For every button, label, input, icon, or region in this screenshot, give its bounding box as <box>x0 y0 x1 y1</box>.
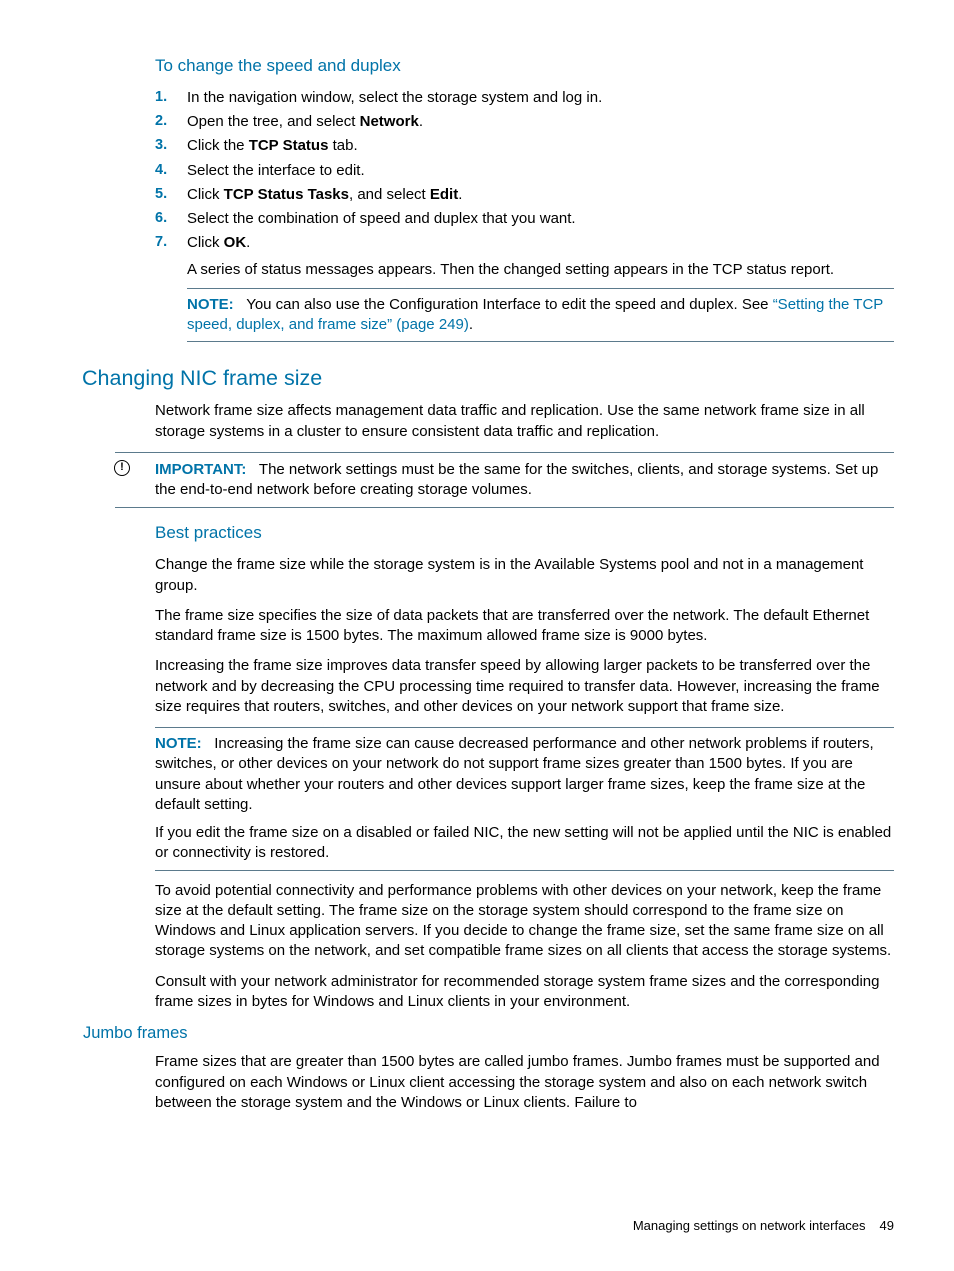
step-item: 4. Select the interface to edit. <box>155 161 894 181</box>
important-text: The network settings must be the same fo… <box>155 461 878 498</box>
note-text: If you edit the frame size on a disabled… <box>155 823 894 864</box>
heading-best-practices: Best practices <box>155 522 894 545</box>
page-footer: Managing settings on network interfaces 4… <box>633 1217 894 1235</box>
step-item: 7. Click OK. <box>155 233 894 253</box>
step-number: 5. <box>155 185 187 205</box>
step-text: Select the combination of speed and dupl… <box>187 209 894 229</box>
step-item: 5. Click TCP Status Tasks, and select Ed… <box>155 185 894 205</box>
steps-list: 1. In the navigation window, select the … <box>155 88 894 254</box>
body-paragraph: The frame size specifies the size of dat… <box>155 606 894 647</box>
step-item: 1. In the navigation window, select the … <box>155 88 894 108</box>
step-number: 2. <box>155 112 187 132</box>
step-number: 3. <box>155 136 187 156</box>
step-text: Open the tree, and select Network. <box>187 112 894 132</box>
step-item: 3. Click the TCP Status tab. <box>155 136 894 156</box>
note-label: NOTE: <box>187 296 234 313</box>
step-result-text: A series of status messages appears. The… <box>187 260 894 280</box>
heading-change-speed-duplex: To change the speed and duplex <box>155 55 894 78</box>
note-tail: . <box>469 316 473 333</box>
note-label: NOTE: <box>155 735 202 752</box>
heading-jumbo-frames: Jumbo frames <box>83 1022 894 1044</box>
body-paragraph: Frame sizes that are greater than 1500 b… <box>155 1052 894 1113</box>
step-number: 1. <box>155 88 187 108</box>
step-text: Click OK. <box>187 233 894 253</box>
step-text: Select the interface to edit. <box>187 161 894 181</box>
step-text: Click TCP Status Tasks, and select Edit. <box>187 185 894 205</box>
step-number: 7. <box>155 233 187 253</box>
footer-text: Managing settings on network interfaces <box>633 1218 866 1233</box>
note-text: Increasing the frame size can cause decr… <box>155 735 874 813</box>
important-icon: ! <box>114 460 130 476</box>
note-box: NOTE: Increasing the frame size can caus… <box>155 727 894 871</box>
important-label: IMPORTANT: <box>155 461 246 478</box>
page-number: 49 <box>880 1218 894 1233</box>
step-number: 6. <box>155 209 187 229</box>
heading-changing-nic-frame-size: Changing NIC frame size <box>82 364 894 393</box>
step-item: 6. Select the combination of speed and d… <box>155 209 894 229</box>
note-box: NOTE: You can also use the Configuration… <box>187 288 894 343</box>
note-text: You can also use the Configuration Inter… <box>246 296 773 313</box>
step-text: In the navigation window, select the sto… <box>187 88 894 108</box>
body-paragraph: To avoid potential connectivity and perf… <box>155 881 894 962</box>
body-paragraph: Change the frame size while the storage … <box>155 555 894 596</box>
body-paragraph: Increasing the frame size improves data … <box>155 656 894 717</box>
body-paragraph: Network frame size affects management da… <box>155 401 894 442</box>
step-text: Click the TCP Status tab. <box>187 136 894 156</box>
step-number: 4. <box>155 161 187 181</box>
important-box: ! IMPORTANT: The network settings must b… <box>115 452 894 509</box>
body-paragraph: Consult with your network administrator … <box>155 972 894 1013</box>
step-item: 2. Open the tree, and select Network. <box>155 112 894 132</box>
